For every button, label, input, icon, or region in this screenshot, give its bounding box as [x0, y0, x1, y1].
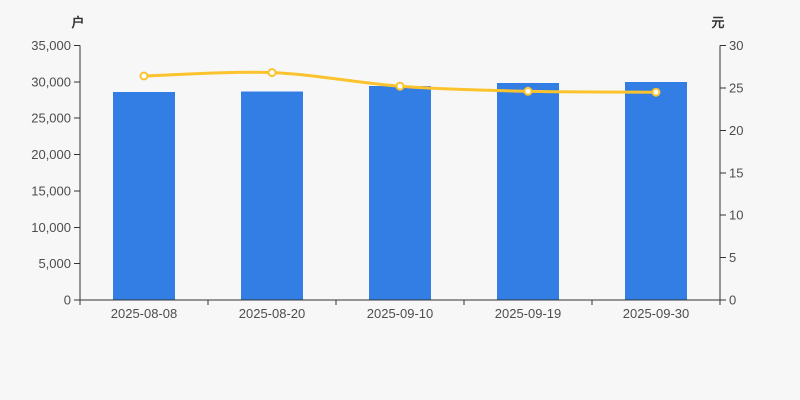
bar-2025-09-30[interactable]	[625, 82, 687, 300]
right-axis-tick-label: 5	[729, 250, 736, 265]
line-point-2025-09-30[interactable]	[651, 87, 661, 97]
bar-2025-09-19[interactable]	[497, 82, 559, 301]
bar-2025-09-10[interactable]	[369, 85, 431, 301]
bar-2025-08-08[interactable]	[113, 92, 175, 300]
x-axis-label: 2025-08-20	[239, 306, 306, 321]
right-axis-tick-label: 25	[729, 80, 743, 95]
line-point-2025-08-20[interactable]	[267, 68, 277, 78]
line-point-2025-08-08[interactable]	[139, 71, 149, 81]
line-point-2025-09-10[interactable]	[395, 81, 405, 91]
left-axis-tick-label: 0	[64, 293, 71, 308]
x-axis-label: 2025-09-10	[367, 306, 434, 321]
right-axis-unit-label: 元	[711, 15, 725, 30]
left-axis-tick-label: 10,000	[31, 220, 71, 235]
bar-2025-08-20[interactable]	[241, 91, 303, 300]
right-axis-tick-label: 15	[729, 165, 743, 180]
left-axis-tick-label: 20,000	[31, 147, 71, 162]
x-axis-label: 2025-09-19	[495, 306, 562, 321]
left-axis-unit-label: 户	[71, 15, 85, 30]
right-axis-tick-label: 10	[729, 208, 743, 223]
right-axis-tick-label: 20	[729, 123, 743, 138]
x-axis-label: 2025-08-08	[111, 306, 178, 321]
right-axis-tick-label: 0	[729, 293, 736, 308]
right-axis-tick-label: 30	[729, 38, 743, 53]
left-axis-tick-label: 15,000	[31, 183, 71, 198]
x-axis-label: 2025-09-30	[623, 306, 690, 321]
left-axis-tick-label: 5,000	[38, 256, 71, 271]
left-axis-tick-label: 35,000	[31, 38, 71, 53]
left-axis-tick-label: 25,000	[31, 111, 71, 126]
line-point-2025-09-19[interactable]	[523, 86, 533, 96]
left-axis-tick-label: 30,000	[31, 74, 71, 89]
